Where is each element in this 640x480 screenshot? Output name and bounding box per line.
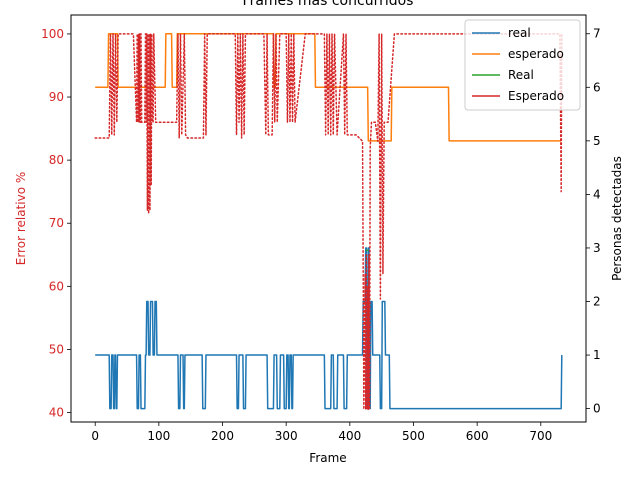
x-axis: 0 100 200 300 400 500 600 700 <box>91 422 552 443</box>
x-tick-label: 400 <box>338 429 361 443</box>
x-tick-label: 300 <box>275 429 298 443</box>
y-right-tick-label: 6 <box>593 80 601 94</box>
y-axis-left-label: Error relativo % <box>14 172 28 266</box>
legend-label-esperado: Esperado <box>508 89 564 103</box>
x-tick-label: 200 <box>211 429 234 443</box>
y-right-tick-label: 4 <box>593 187 601 201</box>
legend-box <box>464 19 581 111</box>
series-line-esperado <box>94 33 563 411</box>
x-tick-label: 700 <box>529 429 552 443</box>
y-left-tick-label: 40 <box>49 406 64 420</box>
y-axis-right-label: Personas detectadas <box>610 156 624 281</box>
chart-title: Frames más concurridos <box>243 0 414 9</box>
legend-label-esperado: esperado <box>508 47 564 61</box>
y-left-tick-label: 70 <box>49 216 64 230</box>
legend-label-real: real <box>508 26 531 40</box>
legend-label-real: Real <box>508 68 534 82</box>
y-left-tick-label: 60 <box>49 279 64 293</box>
series-layer <box>94 32 563 411</box>
y-left-tick-label: 90 <box>49 90 64 104</box>
legend: real esperado Real Esperado <box>464 19 581 111</box>
y-right-tick-label: 0 <box>593 402 601 416</box>
x-tick-label: 500 <box>402 429 425 443</box>
y-right-tick-label: 3 <box>593 241 601 255</box>
x-tick-label: 0 <box>91 429 99 443</box>
y-left-tick-label: 50 <box>49 342 64 356</box>
y-right-tick-label: 1 <box>593 348 601 362</box>
x-axis-label: Frame <box>309 451 346 465</box>
x-tick-label: 600 <box>466 429 489 443</box>
y-axis-left: 40 50 60 70 80 90 100 <box>41 27 71 420</box>
y-right-tick-label: 2 <box>593 295 601 309</box>
y-right-tick-label: 7 <box>593 27 601 41</box>
y-left-tick-label: 80 <box>49 153 64 167</box>
y-axis-right: 0 1 2 3 4 5 6 7 <box>586 27 601 416</box>
x-tick-label: 100 <box>147 429 170 443</box>
y-left-tick-label: 100 <box>41 27 64 41</box>
y-right-tick-label: 5 <box>593 134 601 148</box>
plot-frame <box>70 14 587 423</box>
